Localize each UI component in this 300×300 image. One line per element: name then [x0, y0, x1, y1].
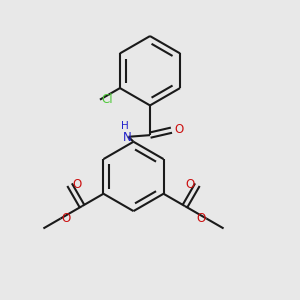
Text: O: O [196, 212, 206, 225]
Text: N: N [123, 131, 132, 144]
Text: O: O [185, 178, 195, 191]
Text: O: O [174, 123, 183, 136]
Text: O: O [72, 178, 82, 191]
Text: H: H [122, 121, 129, 131]
Text: O: O [61, 212, 71, 225]
Text: Cl: Cl [102, 93, 113, 106]
